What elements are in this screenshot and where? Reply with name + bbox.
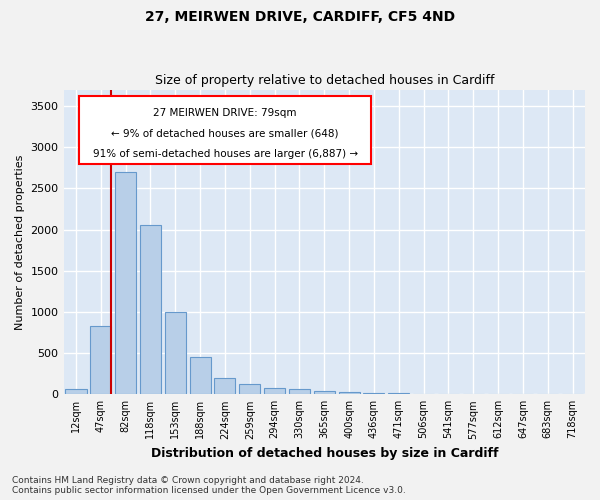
Bar (190, 357, 211, 395)
Bar (314, 390, 335, 394)
Bar (364, 392, 385, 394)
Bar (214, 378, 235, 394)
Text: 27 MEIRWEN DRIVE: 79sqm: 27 MEIRWEN DRIVE: 79sqm (154, 108, 297, 118)
Text: ← 9% of detached houses are smaller (648): ← 9% of detached houses are smaller (648… (112, 128, 339, 138)
Text: 91% of semi-detached houses are larger (6,887) →: 91% of semi-detached houses are larger (… (92, 149, 358, 159)
X-axis label: Distribution of detached houses by size in Cardiff: Distribution of detached houses by size … (151, 447, 498, 460)
Bar (140, 226, 161, 394)
FancyBboxPatch shape (79, 96, 371, 164)
Y-axis label: Number of detached properties: Number of detached properties (15, 154, 25, 330)
Bar (90, 326, 112, 394)
Bar (239, 384, 260, 394)
Text: Contains HM Land Registry data © Crown copyright and database right 2024.
Contai: Contains HM Land Registry data © Crown c… (12, 476, 406, 495)
Text: 27, MEIRWEN DRIVE, CARDIFF, CF5 4ND: 27, MEIRWEN DRIVE, CARDIFF, CF5 4ND (145, 10, 455, 24)
Bar (65, 388, 86, 394)
Title: Size of property relative to detached houses in Cardiff: Size of property relative to detached ho… (155, 74, 494, 87)
Bar (338, 392, 359, 394)
Bar (165, 312, 186, 394)
Bar (264, 388, 285, 394)
Bar (289, 389, 310, 394)
Bar (115, 172, 136, 394)
